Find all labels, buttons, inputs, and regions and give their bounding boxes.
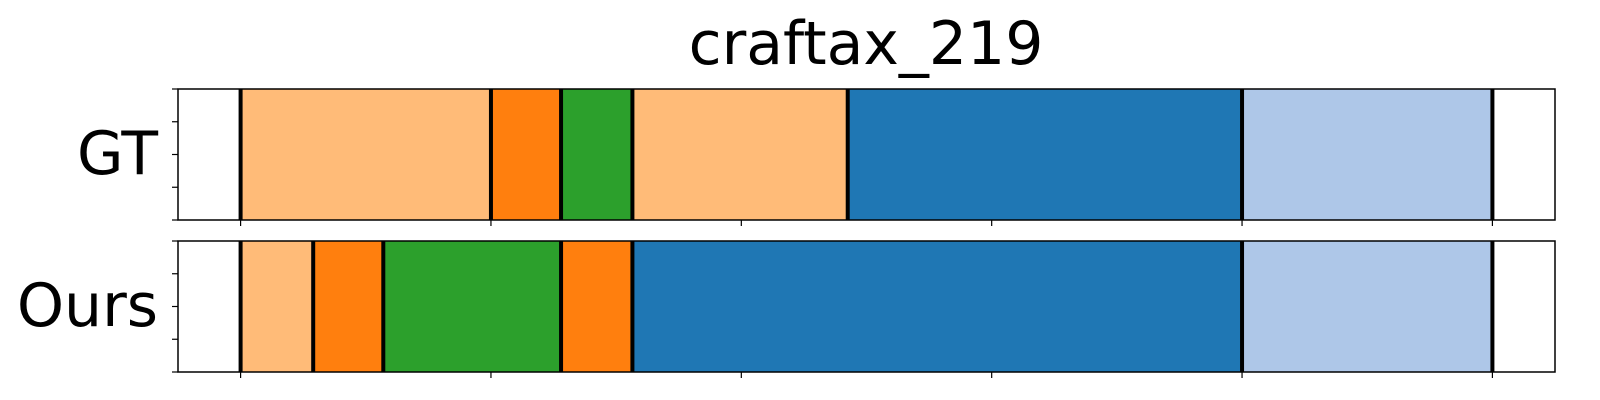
segment-orange <box>313 241 384 372</box>
row-ours: Ours <box>17 240 1556 378</box>
segment-blue <box>847 89 1243 220</box>
segment-orange <box>490 89 562 220</box>
segment-light-orange <box>240 241 314 372</box>
segment-green <box>383 241 562 372</box>
segment-blue <box>632 241 1243 372</box>
rows-layer: GT Ours <box>17 88 1556 378</box>
segment-light-blue <box>1242 241 1493 372</box>
segment-light-orange <box>240 89 491 220</box>
row-gt: GT <box>77 88 1556 226</box>
segment-orange <box>561 241 633 372</box>
segment-light-orange <box>632 89 848 220</box>
row-label: Ours <box>17 271 158 341</box>
segment-green <box>561 89 633 220</box>
segment-light-blue <box>1242 89 1493 220</box>
chart-title: craftax_219 <box>689 9 1044 79</box>
row-label: GT <box>77 119 158 189</box>
